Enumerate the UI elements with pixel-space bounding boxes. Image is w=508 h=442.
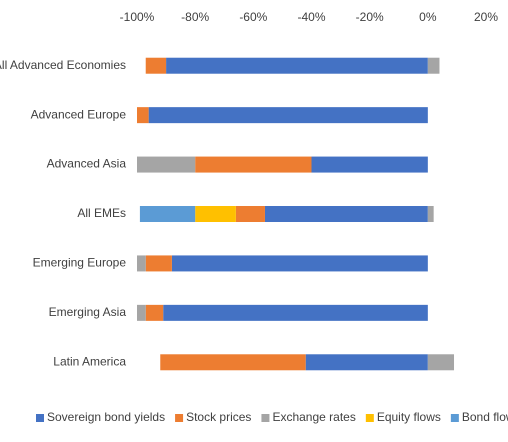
legend-swatch xyxy=(261,414,270,422)
y-tick-label: Advanced Asia xyxy=(47,157,127,171)
y-tick-label: Emerging Asia xyxy=(49,305,127,319)
y-tick-label: Latin America xyxy=(53,354,126,368)
bar-segment xyxy=(311,156,428,173)
legend-label: Equity flows xyxy=(377,410,441,424)
bar-segment xyxy=(137,156,196,173)
bar-segment xyxy=(145,255,172,272)
x-tick-label: 20% xyxy=(474,10,498,24)
x-tick-label: -20% xyxy=(356,10,384,24)
legend-swatch xyxy=(175,414,184,422)
x-tick-label: -60% xyxy=(239,10,267,24)
x-tick-label: 0% xyxy=(419,10,437,24)
bar-segment xyxy=(305,354,428,371)
y-tick-label: All EMEs xyxy=(77,206,126,220)
bar-segment xyxy=(235,206,265,222)
y-tick-label: Emerging Europe xyxy=(33,256,127,270)
bar-segment xyxy=(137,304,146,321)
legend-swatch xyxy=(365,414,374,422)
bar-segment xyxy=(145,57,167,74)
bar-segment xyxy=(166,57,428,74)
y-tick-label: All Advanced Economies xyxy=(0,58,126,72)
bar-segment xyxy=(139,206,196,222)
bar-segment xyxy=(427,354,455,371)
bar-segment xyxy=(427,57,440,74)
bar-segment xyxy=(171,255,428,272)
bar-segment xyxy=(137,107,149,124)
x-tick-label: -80% xyxy=(181,10,209,24)
bar-segment xyxy=(195,156,312,173)
legend-label: Bond flows xyxy=(462,410,508,424)
bar-segment xyxy=(195,206,236,222)
bar-segment xyxy=(160,354,306,371)
legend-swatch xyxy=(450,414,459,422)
bar-segment xyxy=(163,304,428,321)
legend-swatch xyxy=(36,414,44,422)
bar-segment xyxy=(427,206,434,222)
bar-segment xyxy=(145,304,164,321)
x-tick-label: -100% xyxy=(120,10,155,24)
legend-label: Stock prices xyxy=(186,410,251,424)
x-tick-label: -40% xyxy=(297,10,325,24)
y-tick-label: Advanced Europe xyxy=(31,107,127,121)
legend-label: Exchange rates xyxy=(272,410,355,424)
bar-segment xyxy=(264,206,428,222)
legend-label: Sovereign bond yields xyxy=(47,410,165,424)
bar-segment xyxy=(148,107,428,124)
bar-segment xyxy=(137,255,146,272)
